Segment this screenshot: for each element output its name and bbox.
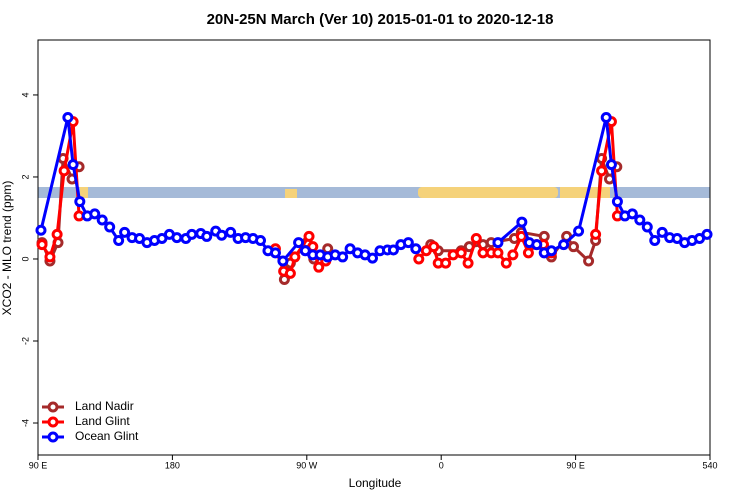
point xyxy=(600,112,612,124)
point xyxy=(492,247,504,259)
point xyxy=(634,214,646,226)
point xyxy=(104,221,116,233)
x-tick-label: 90 E xyxy=(566,460,585,470)
point xyxy=(596,165,608,177)
point xyxy=(583,255,595,267)
point xyxy=(313,261,325,273)
point xyxy=(626,208,638,220)
point xyxy=(573,225,585,237)
point xyxy=(402,237,414,249)
point xyxy=(67,159,79,171)
point xyxy=(558,239,570,251)
legend-label: Ocean Glint xyxy=(75,429,139,443)
map-strip xyxy=(38,187,710,198)
legend-label: Land Nadir xyxy=(75,399,134,413)
point xyxy=(89,208,101,220)
point xyxy=(701,228,713,240)
legend-marker xyxy=(47,401,59,413)
point xyxy=(269,247,281,259)
x-tick-label: 180 xyxy=(165,460,180,470)
point xyxy=(367,252,379,264)
point xyxy=(225,226,237,238)
point xyxy=(492,237,504,249)
point xyxy=(44,251,56,263)
legend-label: Land Glint xyxy=(75,414,130,428)
point xyxy=(284,267,296,279)
point xyxy=(35,224,47,236)
x-tick-label: 540 xyxy=(702,460,717,470)
x-tick-label: 90 E xyxy=(29,460,48,470)
point xyxy=(119,226,131,238)
point xyxy=(74,196,86,208)
point xyxy=(289,251,301,263)
point xyxy=(455,247,467,259)
y-tick-label: 4 xyxy=(20,92,30,97)
y-tick-label: 2 xyxy=(20,174,30,179)
point xyxy=(410,243,422,255)
point xyxy=(337,251,349,263)
point xyxy=(440,257,452,269)
point xyxy=(62,112,74,124)
point xyxy=(515,230,527,242)
y-axis-label: XCO2 - MLO trend (ppm) xyxy=(0,181,14,316)
point xyxy=(522,247,534,259)
plot-frame xyxy=(37,39,711,456)
point xyxy=(428,241,440,253)
point xyxy=(413,253,425,265)
x-axis-label: Longitude xyxy=(349,476,402,490)
point xyxy=(641,221,653,233)
point xyxy=(649,235,661,247)
point xyxy=(96,214,108,226)
point xyxy=(216,229,228,241)
point xyxy=(605,159,617,171)
point xyxy=(462,257,474,269)
point xyxy=(36,239,48,251)
y-tick-label: -4 xyxy=(20,419,30,427)
x-tick-label: 0 xyxy=(439,460,444,470)
y-tick-label: 0 xyxy=(20,256,30,261)
legend-marker xyxy=(47,416,59,428)
point xyxy=(113,235,125,247)
point xyxy=(303,230,315,242)
point xyxy=(277,255,289,267)
point xyxy=(255,235,267,247)
point xyxy=(507,249,519,261)
legend-marker xyxy=(47,431,59,443)
chart-title: 20N-25N March (Ver 10) 2015-01-01 to 202… xyxy=(207,11,554,28)
point xyxy=(516,216,528,228)
point xyxy=(387,244,399,256)
point xyxy=(201,230,213,242)
y-tick-label: -2 xyxy=(20,337,30,345)
point xyxy=(293,237,305,249)
point xyxy=(51,228,63,240)
point xyxy=(171,232,183,244)
point xyxy=(470,232,482,244)
point xyxy=(186,228,198,240)
point xyxy=(58,165,70,177)
point xyxy=(531,239,543,251)
point xyxy=(611,196,623,208)
point xyxy=(500,257,512,269)
point xyxy=(545,245,557,257)
point xyxy=(590,228,602,240)
point xyxy=(656,226,668,238)
point xyxy=(568,241,580,253)
x-tick-label: 90 W xyxy=(296,460,318,470)
